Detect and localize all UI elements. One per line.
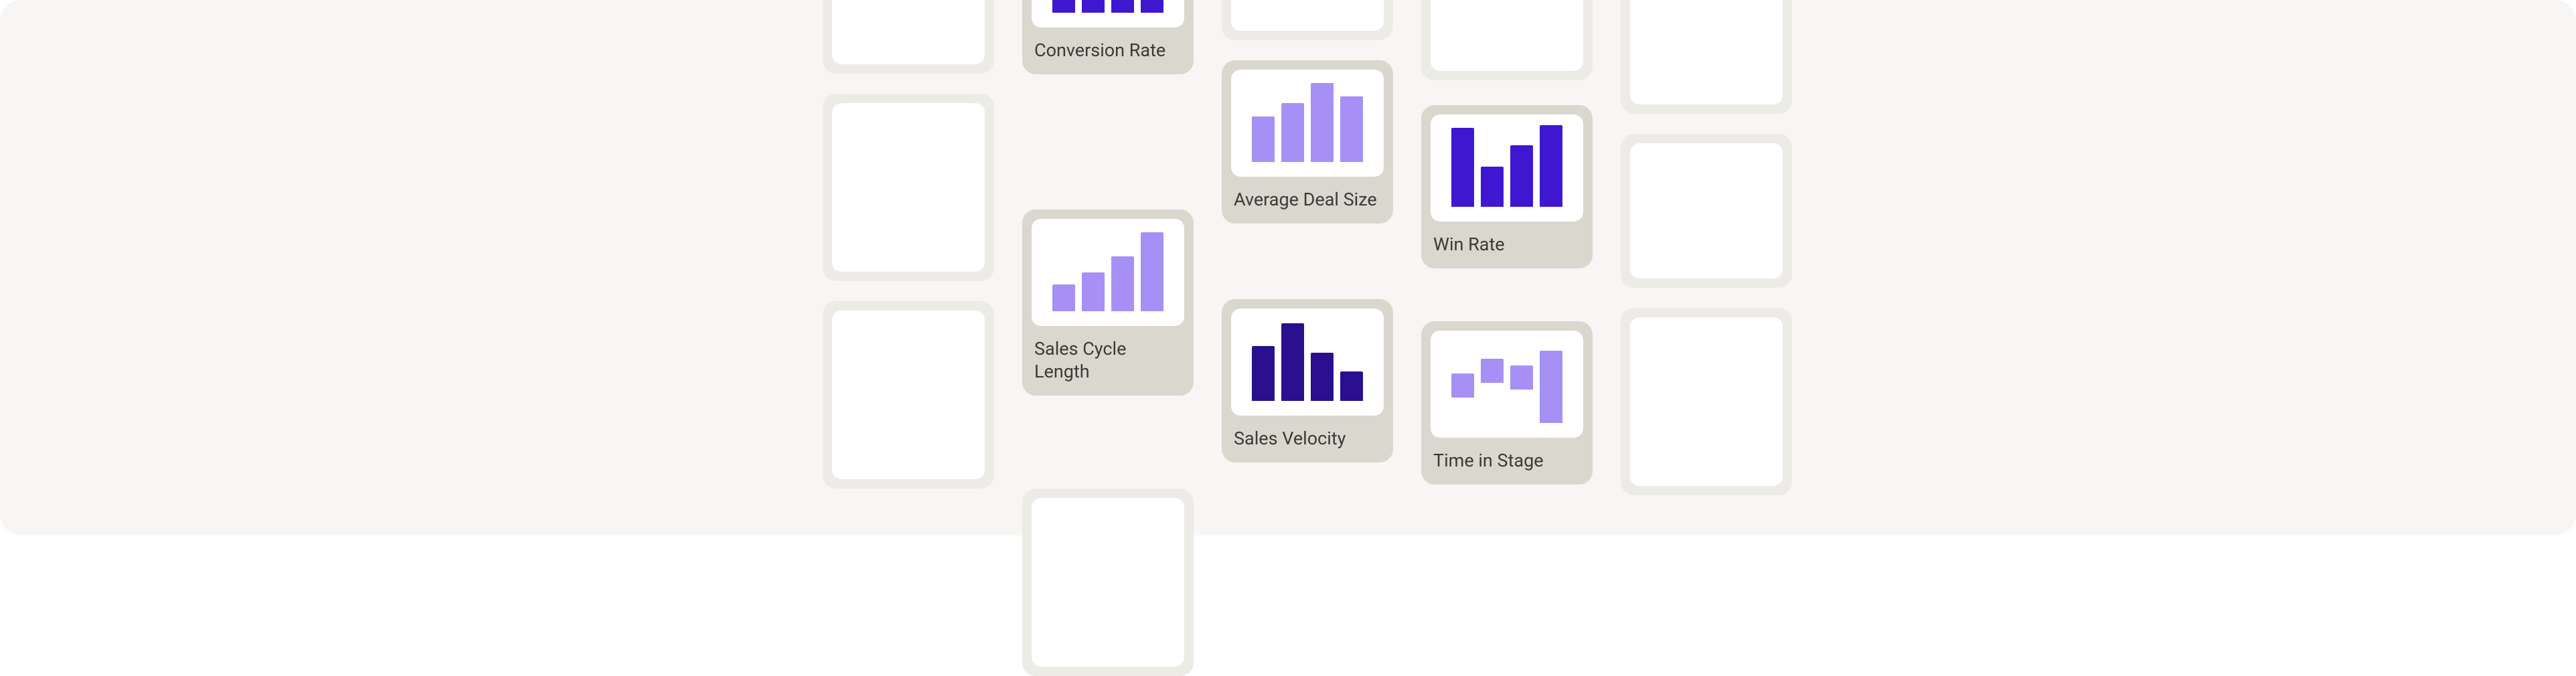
metric-card-label: Average Deal Size (1231, 189, 1384, 214)
placeholder-chart (1630, 0, 1783, 104)
metric-card-label: Win Rate (1431, 234, 1583, 259)
bar-chart (1431, 331, 1583, 438)
metric-card-panel: Conversion Rate Average Deal Size Win Rate… (0, 0, 2576, 535)
metric-card-avg-deal-size[interactable]: Average Deal Size (1222, 60, 1393, 224)
bar (1141, 232, 1163, 311)
metric-card-label: Sales Velocity (1231, 428, 1384, 453)
placeholder-chart (1431, 0, 1583, 71)
bar (1252, 116, 1275, 162)
bar (1340, 96, 1363, 162)
bar (1052, 0, 1075, 13)
bar-chart (1431, 114, 1583, 222)
placeholder-card (1621, 134, 1792, 288)
bar-chart (1231, 309, 1384, 416)
bar (1510, 145, 1533, 207)
placeholder-chart (1032, 498, 1184, 667)
placeholder-card (823, 94, 994, 281)
placeholder-chart (1630, 143, 1783, 278)
metric-card-sales-cycle-length[interactable]: Sales Cycle Length (1022, 209, 1194, 396)
bar (1540, 125, 1562, 207)
bar-chart (1032, 219, 1184, 326)
metric-card-label: Time in Stage (1431, 450, 1583, 475)
bar-chart (1231, 70, 1384, 177)
placeholder-card (1222, 0, 1393, 40)
metric-card-label: Sales Cycle Length (1032, 338, 1184, 386)
bar (1481, 167, 1504, 207)
metric-card-label: Conversion Rate (1032, 39, 1184, 65)
bar (1082, 0, 1105, 13)
placeholder-chart (1630, 317, 1783, 486)
metric-card-win-rate[interactable]: Win Rate (1421, 105, 1593, 268)
bar (1311, 353, 1334, 401)
placeholder-chart (832, 103, 985, 272)
bar (1510, 365, 1533, 390)
placeholder-chart (832, 311, 985, 479)
placeholder-chart (1231, 0, 1384, 31)
placeholder-card (823, 301, 994, 489)
placeholder-chart (832, 0, 985, 64)
placeholder-card (1022, 489, 1194, 676)
metric-card-time-in-stage[interactable]: Time in Stage (1421, 321, 1593, 485)
metric-card-conversion-rate[interactable]: Conversion Rate (1022, 0, 1194, 74)
metric-card-sales-velocity[interactable]: Sales Velocity (1222, 299, 1393, 462)
bar (1052, 284, 1075, 311)
bar (1340, 371, 1363, 401)
bar (1451, 373, 1474, 398)
bar (1451, 128, 1474, 207)
placeholder-card (1421, 0, 1593, 80)
placeholder-card (1621, 0, 1792, 114)
bar (1540, 351, 1562, 423)
placeholder-card (823, 0, 994, 74)
bar (1111, 256, 1134, 311)
bar-chart (1032, 0, 1184, 27)
bar (1281, 103, 1304, 162)
bar (1281, 323, 1304, 401)
bar (1252, 346, 1275, 401)
placeholder-card (1621, 308, 1792, 495)
bar (1111, 0, 1134, 13)
bar (1082, 272, 1105, 311)
bar (1311, 83, 1334, 162)
bar (1481, 359, 1504, 383)
bar (1141, 0, 1163, 13)
